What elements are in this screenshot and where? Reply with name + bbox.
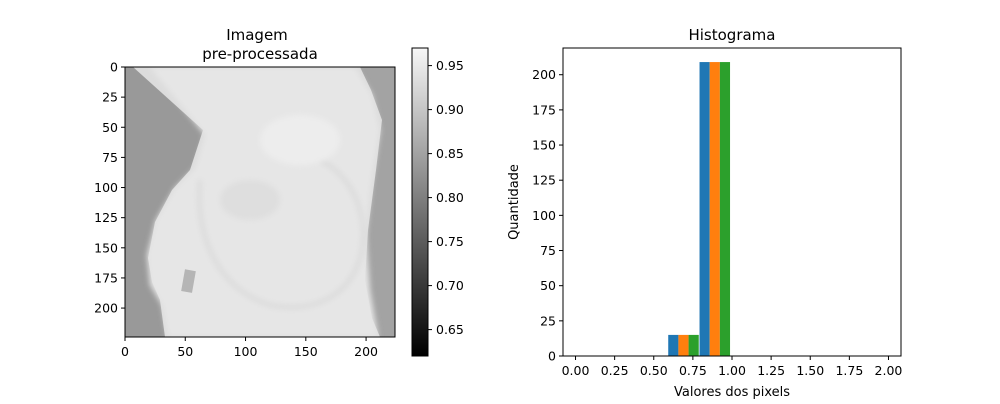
histogram-y-tick-label: 25: [540, 313, 556, 328]
colorbar-tick-label: 0.80: [436, 190, 464, 205]
image-panel: Imagem pre-processada 0 50 100 150 200 0 25 50…: [94, 26, 396, 359]
histogram-x-tick-label: 1.50: [796, 363, 824, 378]
image-frame: [124, 66, 396, 338]
colorbar-ticks: 0.65 0.70 0.75 0.80 0.85 0.90 0.95: [428, 58, 464, 337]
image-y-ticks: 0 25 50 75 100 125 150 175 200: [94, 60, 125, 316]
image-x-tick-label: 200: [354, 344, 378, 359]
image-y-tick-label: 100: [94, 180, 118, 195]
colorbar-tick-label: 0.85: [436, 146, 464, 161]
image-x-tick-label: 0: [121, 344, 129, 359]
histogram-y-tick-label: 100: [532, 208, 556, 223]
histogram-bar: [688, 334, 699, 356]
histogram-title: Histograma: [688, 26, 775, 44]
colorbar-gradient: [411, 47, 429, 357]
histogram-bar: [719, 62, 731, 356]
histogram-panel: Histograma 0.00 0.25 0.50 0.75 1.00 1.25 1.50 1…: [507, 26, 902, 400]
histogram-bar: [678, 334, 689, 356]
histogram-x-tick-label: 0.00: [562, 363, 590, 378]
colorbar-tick-label: 0.70: [436, 278, 464, 293]
histogram-y-label: Quantidade: [507, 164, 522, 240]
image-y-tick-label: 25: [102, 90, 118, 105]
image-title-line-2: pre-processada: [202, 45, 318, 63]
histogram-x-tick-label: 0.25: [601, 363, 629, 378]
histogram-y-tick-label: 125: [532, 173, 556, 188]
histogram-x-tick-label: 1.00: [718, 363, 746, 378]
histogram-bar: [709, 62, 720, 356]
histogram-y-tick-label: 0: [548, 349, 556, 364]
histogram-frame: [562, 47, 902, 357]
image-title-line-1: Imagem: [226, 26, 288, 44]
histogram-y-tick-label: 175: [532, 102, 556, 117]
colorbar-tick-label: 0.65: [436, 322, 464, 337]
image-y-tick-label: 50: [102, 120, 118, 135]
histogram-bar: [699, 62, 710, 356]
image-x-tick-label: 150: [294, 344, 318, 359]
image-x-ticks: 0 50 100 150 200: [121, 337, 378, 359]
histogram-x-ticks: 0.00 0.25 0.50 0.75 1.00 1.25 1.50 1.75 2.00: [562, 356, 903, 378]
image-y-tick-label: 125: [94, 210, 118, 225]
image-x-tick-label: 100: [234, 344, 258, 359]
colorbar-tick-label: 0.90: [436, 102, 464, 117]
colorbar-tick-label: 0.95: [436, 58, 464, 73]
image-y-tick-label: 0: [110, 60, 118, 75]
image-y-tick-label: 200: [94, 301, 118, 316]
histogram-y-tick-label: 150: [532, 138, 556, 153]
thermal-image: [125, 67, 395, 337]
histogram-x-tick-label: 2.00: [875, 363, 903, 378]
histogram-x-tick-label: 1.75: [835, 363, 863, 378]
histogram-x-tick-label: 0.50: [640, 363, 668, 378]
histogram-x-tick-label: 0.75: [679, 363, 707, 378]
image-x-tick-label: 50: [177, 344, 193, 359]
image-y-tick-label: 75: [102, 150, 118, 165]
colorbar: 0.65 0.70 0.75 0.80 0.85 0.90 0.95: [411, 47, 464, 357]
histogram-x-tick-label: 1.25: [757, 363, 785, 378]
image-y-tick-label: 175: [94, 270, 118, 285]
histogram-y-tick-label: 50: [540, 278, 556, 293]
histogram-y-tick-label: 75: [540, 243, 556, 258]
histogram-bars: [668, 62, 731, 356]
image-y-tick-label: 150: [94, 240, 118, 255]
histogram-x-label: Valores dos pixels: [674, 385, 790, 400]
histogram-y-tick-label: 200: [532, 67, 556, 82]
histogram-y-ticks: 0 25 50 75 100 125 150 175 200: [532, 67, 563, 364]
histogram-bar: [668, 334, 679, 356]
colorbar-tick-label: 0.75: [436, 234, 464, 249]
